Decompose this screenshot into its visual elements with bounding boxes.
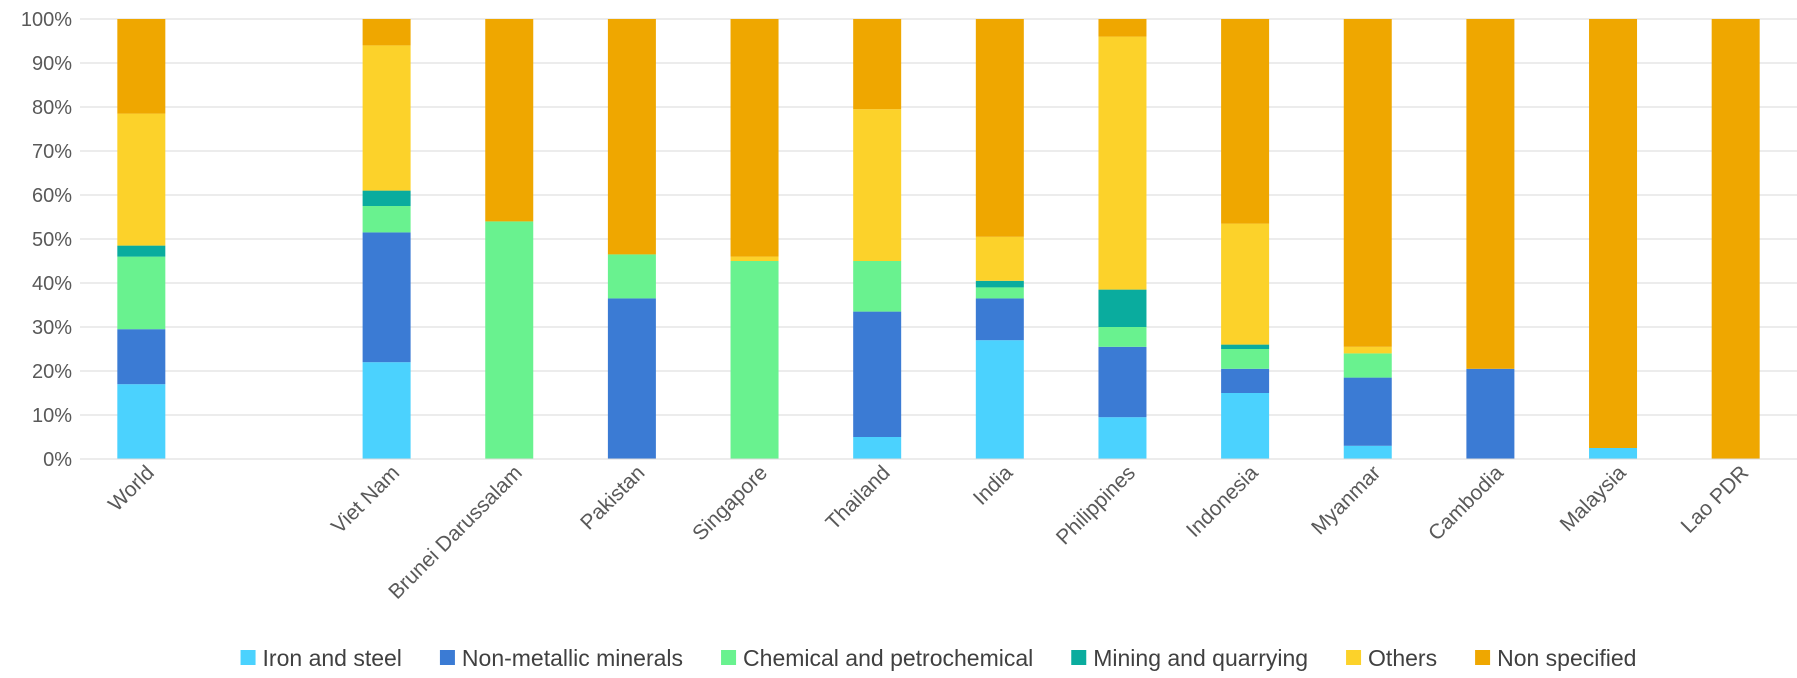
- bar-segment: [485, 19, 534, 222]
- y-tick-label: 20%: [32, 361, 72, 383]
- legend-label: Non specified: [1497, 645, 1636, 671]
- y-axis-ticks: 0% 10% 20% 30% 40% 50% 60% 70% 80% 90% 100%: [21, 9, 72, 471]
- y-tick-label: 40%: [32, 273, 72, 295]
- bar-segment: [1098, 346, 1147, 418]
- bar-segment: [362, 232, 411, 363]
- bar-segment: [853, 261, 902, 312]
- x-tick-label: Malaysia: [1556, 461, 1631, 536]
- bar-segment: [1466, 368, 1515, 459]
- x-tick-label: Cambodia: [1424, 461, 1508, 545]
- legend-label: Non-metallic minerals: [462, 645, 683, 671]
- bar-segment: [117, 113, 166, 246]
- legend-label: Chemical and petrochemical: [743, 645, 1033, 671]
- bar-segment: [1221, 223, 1270, 345]
- bar-segment: [1589, 19, 1638, 448]
- bar-segment: [1221, 349, 1270, 369]
- bar-segment: [485, 221, 534, 459]
- bar-segment: [362, 190, 411, 206]
- y-tick-label: 60%: [32, 185, 72, 207]
- y-tick-label: 90%: [32, 53, 72, 75]
- legend-label: Iron and steel: [263, 645, 402, 671]
- bar-segment: [853, 19, 902, 110]
- bar-segment: [1098, 289, 1147, 327]
- bar-segment: [117, 256, 166, 330]
- legend-swatch: [240, 650, 256, 665]
- x-tick-label: Myanmar: [1307, 461, 1385, 539]
- legend-label: Mining and quarrying: [1093, 645, 1308, 671]
- bar-segment: [1711, 19, 1760, 459]
- x-tick-label: Philippines: [1052, 461, 1140, 549]
- legend-swatch: [439, 650, 455, 665]
- bar-segment: [607, 254, 656, 299]
- bar-segment: [1343, 445, 1392, 459]
- x-tick-label: Thailand: [821, 461, 894, 534]
- legend: Iron and steel Non-metallic minerals Chemi…: [240, 645, 1636, 671]
- bar-segment: [975, 236, 1024, 281]
- bar-segment: [975, 19, 1024, 237]
- bar-segment: [362, 362, 411, 459]
- legend-swatch: [1071, 650, 1087, 665]
- bar-segment: [117, 329, 166, 385]
- bar-segment: [730, 261, 779, 459]
- bar-segment: [607, 298, 656, 459]
- bar-segment: [1589, 448, 1638, 459]
- y-tick-label: 30%: [32, 317, 72, 339]
- bar-segment: [1221, 344, 1270, 349]
- bar-segment: [1343, 346, 1392, 354]
- bar-segment: [1221, 368, 1270, 393]
- bar-segment: [1343, 19, 1392, 347]
- bar-segment: [607, 19, 656, 255]
- bar-segment: [1098, 327, 1147, 347]
- y-tick-label: 70%: [32, 141, 72, 163]
- y-tick-label: 100%: [21, 9, 72, 31]
- bar-segment: [117, 245, 166, 257]
- bar-segment: [975, 298, 1024, 341]
- legend-label: Others: [1368, 645, 1437, 671]
- y-tick-label: 0%: [43, 449, 72, 471]
- legend-swatch: [1346, 650, 1362, 665]
- x-tick-label: Brunei Darussalam: [384, 461, 527, 604]
- bar-segment: [1466, 19, 1515, 369]
- bar-segment: [975, 340, 1024, 459]
- legend-swatch: [1475, 650, 1491, 665]
- x-tick-label: Singapore: [688, 461, 772, 545]
- x-tick-label: Viet Nam: [327, 461, 404, 538]
- x-tick-label: Indonesia: [1182, 461, 1263, 542]
- x-tick-label: World: [104, 461, 159, 516]
- x-tick-label: Pakistan: [576, 461, 649, 534]
- bar-segment: [117, 19, 166, 114]
- x-tick-label: India: [969, 461, 1018, 510]
- y-tick-label: 50%: [32, 229, 72, 251]
- bar-segment: [117, 384, 166, 459]
- y-tick-label: 80%: [32, 97, 72, 119]
- legend-swatch: [721, 650, 737, 665]
- bar-segment: [1343, 377, 1392, 446]
- bar-segment: [1098, 417, 1147, 459]
- bar-segment: [362, 19, 411, 46]
- gridlines: [80, 18, 1797, 416]
- bar-segment: [1221, 19, 1270, 224]
- bar-segment: [1343, 353, 1392, 378]
- bar-segment: [853, 311, 902, 437]
- bar-segment: [362, 206, 411, 233]
- bar-segment: [853, 109, 902, 261]
- bar-segment: [362, 45, 411, 191]
- bars: [117, 19, 1760, 459]
- bar-segment: [975, 280, 1024, 288]
- bar-segment: [1098, 36, 1147, 290]
- bar-segment: [1221, 393, 1270, 459]
- bar-segment: [730, 19, 779, 257]
- bar-segment: [853, 437, 902, 459]
- y-tick-label: 10%: [32, 405, 72, 427]
- bar-segment: [1098, 19, 1147, 37]
- bar-segment: [730, 256, 779, 261]
- x-tick-label: Lao PDR: [1677, 461, 1754, 538]
- bar-segment: [975, 287, 1024, 299]
